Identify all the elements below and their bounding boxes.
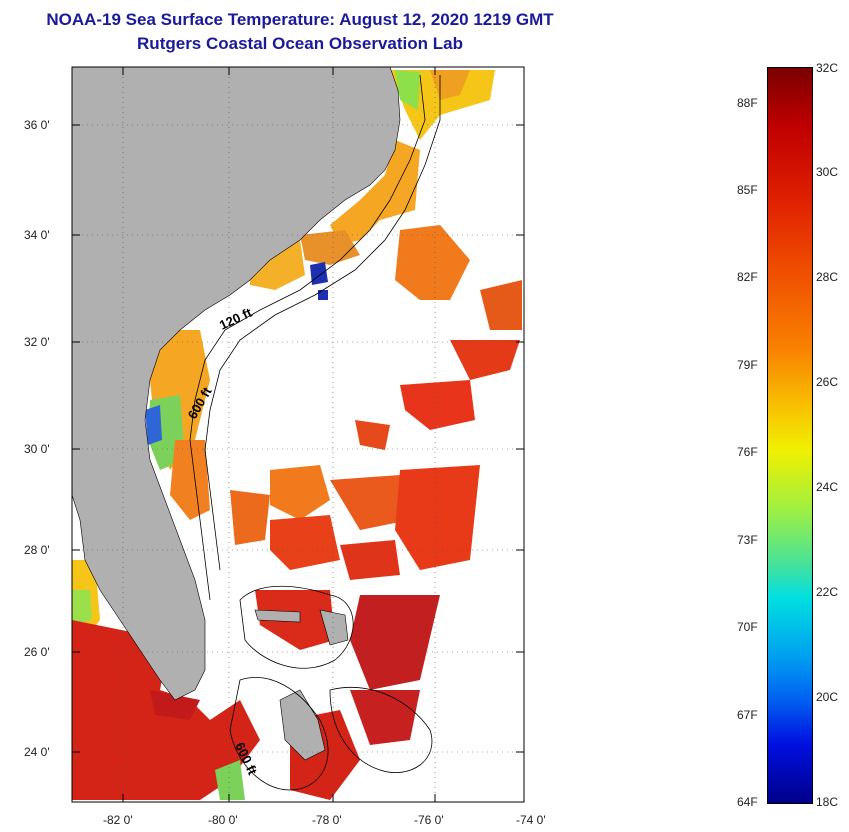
land-bahamas-andros <box>279 689 326 761</box>
colorbar-label-f: 82F <box>737 270 758 284</box>
sst-patch <box>270 515 340 570</box>
lat-label: 30 0' <box>24 442 50 456</box>
temperature-colorbar <box>767 67 813 804</box>
sst-patch <box>400 380 475 430</box>
colorbar-label-c: 32C <box>816 61 839 75</box>
sst-patch <box>395 225 470 300</box>
colorbar-label-c: 20C <box>816 690 839 704</box>
axis-ticks <box>72 67 524 802</box>
colorbar-label-f: 70F <box>737 620 758 634</box>
colorbar-label-c: 22C <box>816 585 839 599</box>
land-bahamas-grand <box>254 609 301 623</box>
sst-patch <box>450 340 520 380</box>
lat-label: 26 0' <box>24 645 50 659</box>
lon-label: -74 0' <box>516 813 546 827</box>
colorbar-label-f: 79F <box>737 358 758 372</box>
sst-patch <box>350 690 420 745</box>
colorbar-label-f: 73F <box>737 533 758 547</box>
sst-patch <box>145 405 162 445</box>
sst-patch <box>215 760 245 800</box>
lon-label: -80 0' <box>208 813 238 827</box>
sst-patch <box>150 690 200 720</box>
sst-patch <box>480 280 522 330</box>
sst-patch <box>395 70 420 110</box>
sst-patch <box>330 140 420 245</box>
colorbar-label-c: 28C <box>816 270 839 284</box>
sst-patch <box>330 475 410 530</box>
sst-patch <box>270 465 330 520</box>
sst-patch <box>350 595 440 690</box>
sst-patch <box>230 490 270 545</box>
land-bahamas-abaco <box>319 609 349 646</box>
colorbar-label-f: 64F <box>737 795 758 809</box>
lat-label: 36 0' <box>24 118 50 132</box>
lat-label: 32 0' <box>24 335 50 349</box>
land-southeast-us <box>71 66 401 701</box>
lat-label: 24 0' <box>24 745 50 759</box>
sst-patch <box>300 230 360 265</box>
lon-label: -76 0' <box>414 813 444 827</box>
sst-patch <box>355 420 390 450</box>
colorbar-label-f: 67F <box>737 708 758 722</box>
colorbar-label-c: 26C <box>816 375 839 389</box>
lat-label: 28 0' <box>24 543 50 557</box>
lat-label: 34 0' <box>24 228 50 242</box>
colorbar-label-f: 76F <box>737 445 758 459</box>
colorbar-label-c: 18C <box>816 795 839 809</box>
colorbar-label-f: 85F <box>737 183 758 197</box>
graticule <box>72 67 524 802</box>
sst-patch <box>318 290 328 300</box>
sst-patch <box>72 590 92 625</box>
lon-label: -78 0' <box>312 813 342 827</box>
sst-patch <box>310 262 328 285</box>
sst-patch <box>340 540 400 580</box>
map-frame <box>71 66 525 803</box>
map-title: NOAA-19 Sea Surface Temperature: August … <box>46 10 554 29</box>
colorbar-label-c: 30C <box>816 165 839 179</box>
sst-patch <box>170 440 210 520</box>
sst-patch <box>395 465 480 570</box>
colorbar-label-f: 88F <box>737 96 758 110</box>
lon-label: -82 0' <box>103 813 133 827</box>
map-subtitle: Rutgers Coastal Ocean Observation Lab <box>137 34 463 53</box>
bathymetry-contours <box>189 74 441 791</box>
colorbar-label-c: 24C <box>816 480 839 494</box>
